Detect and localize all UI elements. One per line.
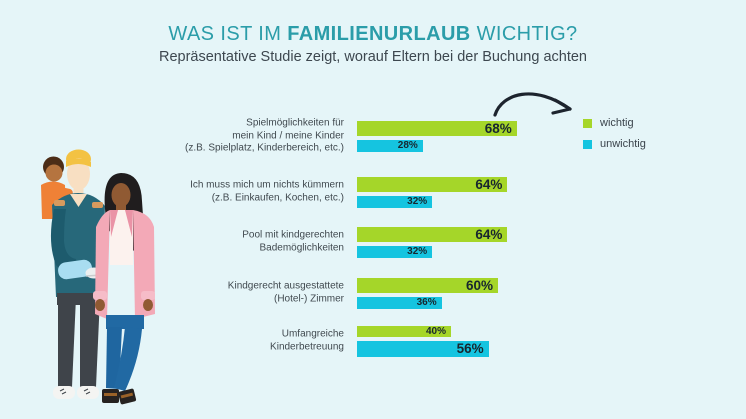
woman-figure bbox=[93, 173, 155, 405]
chart-row: Spielmöglichkeiten für mein Kind / meine… bbox=[0, 117, 746, 155]
legend-item-unwichtig: unwichtig bbox=[583, 138, 646, 150]
bar-value-label: 60% bbox=[465, 277, 493, 293]
bar-value-label: 28% bbox=[397, 140, 418, 151]
chart-row: Umfangreiche Kinderbetreuung 40% 56% bbox=[0, 326, 746, 360]
family-illustration bbox=[41, 149, 155, 405]
bar-wichtig: 64% bbox=[357, 176, 508, 192]
title-pre: WAS IST IM bbox=[168, 23, 288, 45]
bar-unwichtig: 32% bbox=[357, 196, 433, 208]
bar-unwichtig: 32% bbox=[357, 246, 433, 258]
man-figure bbox=[50, 149, 105, 399]
legend-label: wichtig bbox=[600, 117, 634, 129]
bar-value-label: 56% bbox=[456, 341, 484, 357]
legend-label: unwichtig bbox=[600, 138, 646, 150]
bar-wichtig: 64% bbox=[357, 226, 508, 242]
bar-value-label: 64% bbox=[475, 176, 503, 192]
subtitle: Repräsentative Studie zeigt, worauf Elte… bbox=[158, 49, 587, 65]
bar-value-label: 40% bbox=[425, 325, 446, 337]
curved-arrow-icon bbox=[493, 92, 572, 117]
bar-value-label: 68% bbox=[484, 120, 512, 136]
bar-value-label: 36% bbox=[416, 297, 437, 308]
bar-value-label: 32% bbox=[407, 246, 428, 257]
page-title: WAS IST IM FAMILIENURLAUB WICHTIG? bbox=[0, 22, 746, 46]
chart-row: Kindgerecht ausgestattete (Hotel-) Zimme… bbox=[0, 278, 746, 312]
legend: wichtig unwichtig bbox=[583, 117, 646, 159]
title-post: WICHTIG? bbox=[470, 23, 578, 45]
bar-value-label: 64% bbox=[475, 226, 503, 242]
bar-wichtig: 60% bbox=[357, 278, 498, 293]
chart-row: Ich muss mich um nichts kümmern (z.B. Ei… bbox=[0, 177, 746, 211]
bar-unwichtig: 36% bbox=[357, 297, 442, 309]
bar-wichtig: 40% bbox=[357, 326, 451, 337]
chart-row: Pool mit kindgerechten Bademöglichkeiten… bbox=[0, 227, 746, 261]
category-label: Pool mit kindgerechten Bademöglichkeiten bbox=[242, 229, 344, 254]
title-bold: FAMILIENURLAUB bbox=[287, 23, 471, 45]
bar-unwichtig: 56% bbox=[357, 341, 489, 357]
unwichtig-swatch-icon bbox=[583, 139, 592, 149]
category-label: Kindgerecht ausgestattete (Hotel-) Zimme… bbox=[227, 280, 344, 305]
bar-wichtig: 68% bbox=[357, 121, 517, 136]
category-label: Ich muss mich um nichts kümmern (z.B. Ei… bbox=[190, 179, 344, 204]
category-label: Umfangreiche Kinderbetreuung bbox=[270, 328, 344, 353]
legend-item-wichtig: wichtig bbox=[583, 117, 646, 129]
wichtig-swatch-icon bbox=[583, 118, 592, 128]
header: WAS IST IM FAMILIENURLAUB WICHTIG? Reprä… bbox=[0, 22, 746, 65]
bar-unwichtig: 28% bbox=[357, 140, 423, 152]
category-label: Spielmöglichkeiten für mein Kind / meine… bbox=[185, 117, 344, 154]
bar-value-label: 32% bbox=[407, 196, 428, 207]
